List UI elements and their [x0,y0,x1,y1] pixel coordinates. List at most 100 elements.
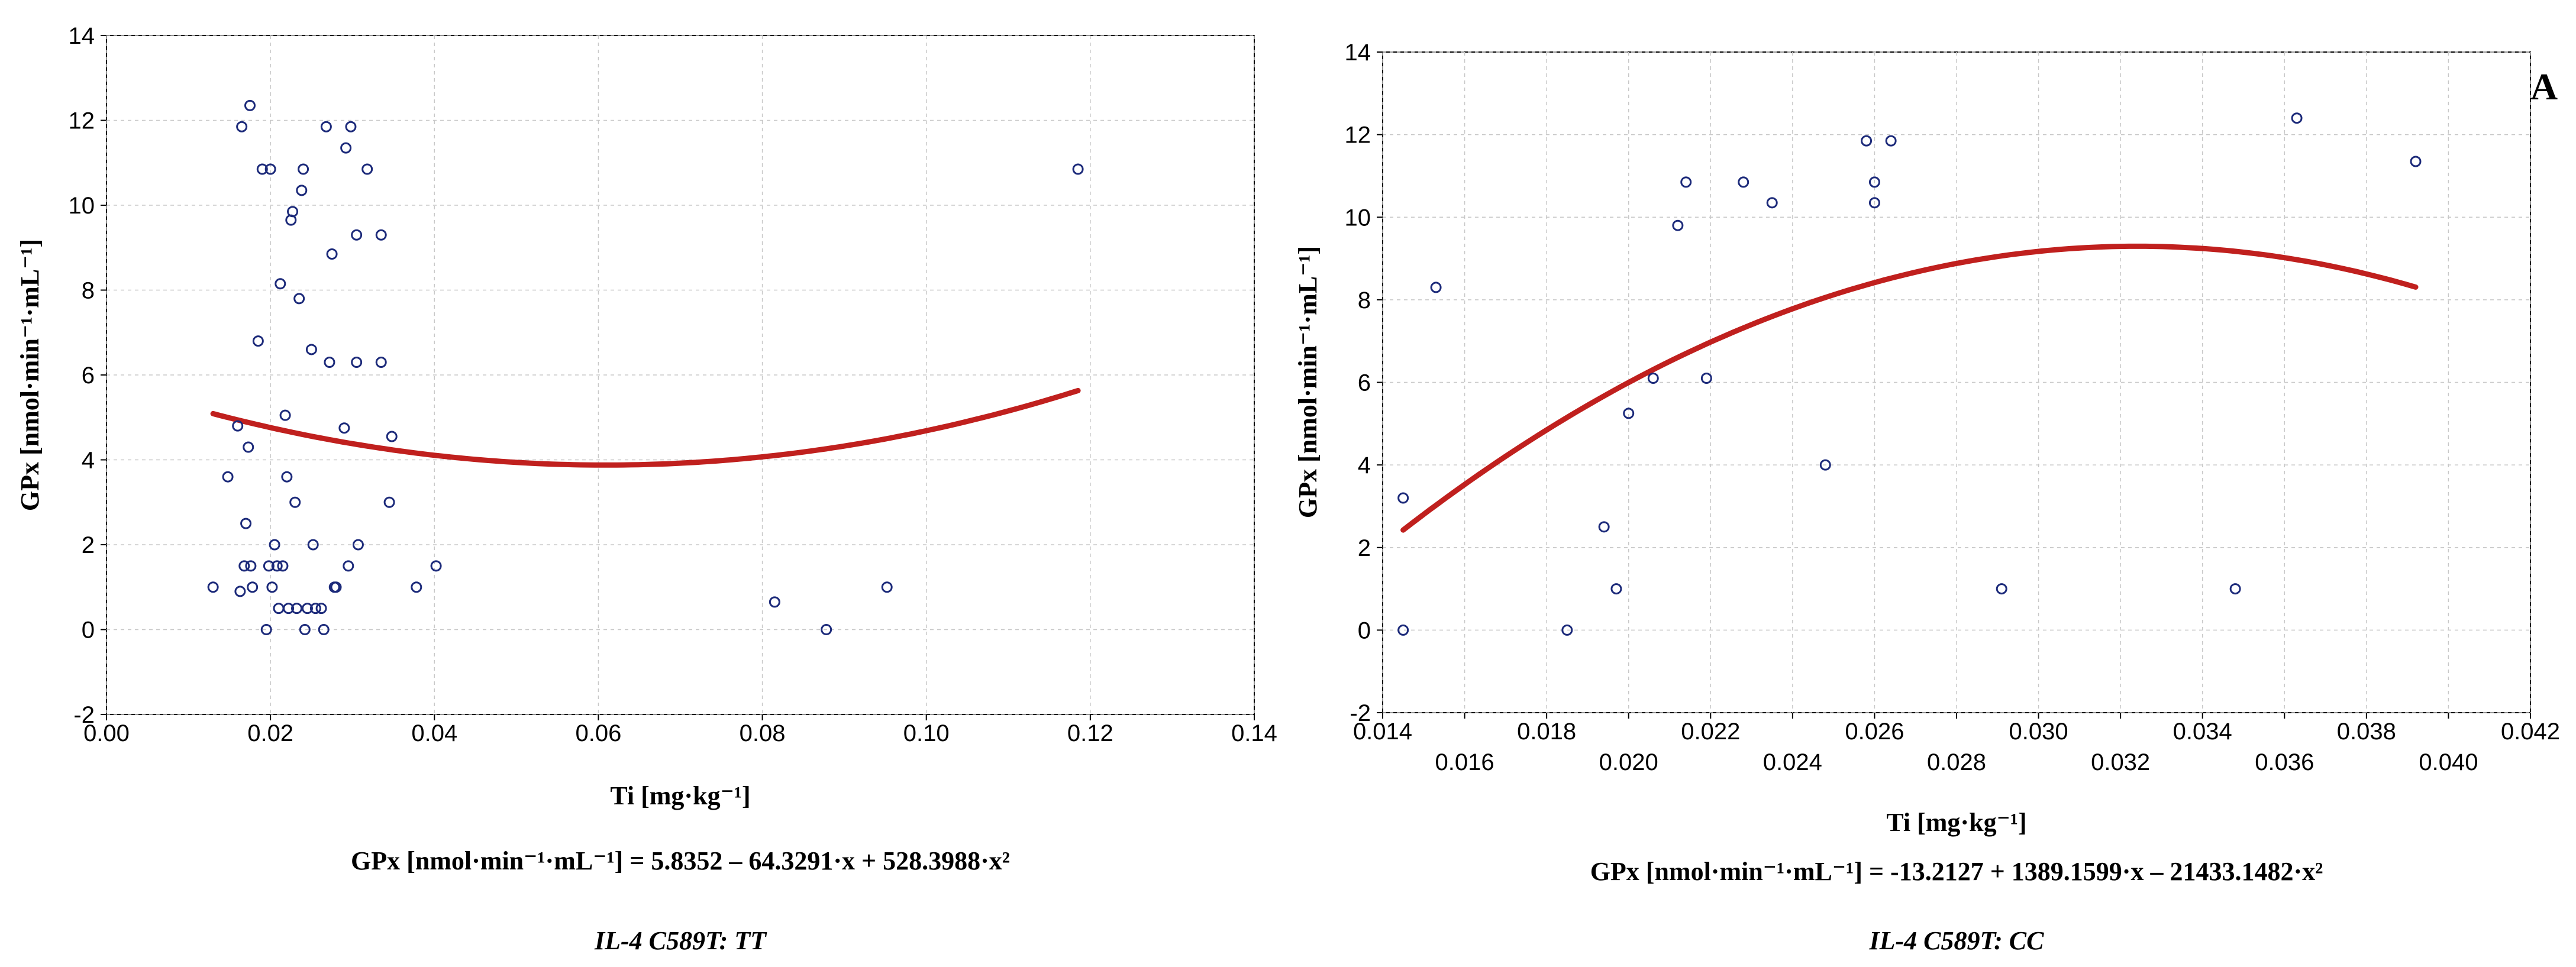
y-tick-label: 12 [1345,122,1371,148]
y-tick-label: 2 [82,532,95,558]
data-points [1397,112,2422,636]
data-point [1738,176,1749,188]
y-tick-label: 4 [1358,452,1371,478]
data-point [290,603,302,615]
y-tick-label: 10 [1345,205,1371,231]
y-tick-label: 6 [82,363,95,389]
regression-equation: GPx [nmol·min⁻¹·mL⁻¹] = 5.8352 – 64.3291… [351,846,1010,875]
data-point [269,539,280,551]
data-point [375,356,387,368]
data-point [318,624,330,635]
data-point [361,163,373,175]
x-tick-label: 0.04 [411,720,457,746]
genotype-caption: IL-4 C589T: CC [1869,926,2045,955]
data-points [207,99,1084,635]
data-point [252,335,264,347]
data-point [298,163,309,175]
data-point [236,121,248,132]
data-point [340,142,352,154]
x-axis-label: Ti [mg·kg⁻¹] [610,781,750,810]
x-tick-label: 0.014 [1353,719,1412,745]
data-point [281,471,293,483]
data-point [881,581,893,593]
fit-line [210,387,1081,468]
regression-curve [1400,243,2419,533]
data-point [256,163,268,175]
data-point [1430,282,1442,293]
x-tick-label: 0.030 [2009,719,2068,745]
data-point [307,539,319,551]
data-point [821,624,832,635]
x-tick-label: 0.00 [83,720,130,746]
data-point [1072,163,1084,175]
data-point [1868,197,1880,209]
data-point [207,581,219,593]
plot-area [1382,51,2531,713]
data-point [351,356,363,368]
data-point [222,471,234,483]
fit-line [1400,243,2419,533]
data-point [1647,373,1659,384]
data-point [326,248,338,260]
y-tick-label: -2 [1350,700,1371,726]
data-point [411,581,422,593]
data-point [299,624,311,635]
y-tick-label: 14 [69,23,95,49]
y-tick-label: 8 [82,278,95,304]
data-point [386,431,398,442]
y-tick-label: 6 [1358,370,1371,396]
data-point [289,496,301,508]
data-point [1672,219,1684,231]
data-point [2291,112,2303,124]
data-point [1996,583,2007,595]
data-point [238,560,250,572]
x-tick-label: 0.14 [1231,720,1277,746]
x-tick-label: 0.032 [2091,749,2150,775]
data-point [343,560,354,572]
data-point [1766,197,1778,209]
y-axis-ticks: -2 0 2 4 6 8 10 12 14 [1345,40,1383,726]
data-point [243,441,254,453]
x-tick-label: 0.034 [2173,719,2232,745]
data-point [2229,583,2241,595]
regression-equation: GPx [nmol·min⁻¹·mL⁻¹] = -13.2127 + 1389.… [1590,857,2323,886]
data-point [430,560,442,572]
data-point [1623,408,1635,419]
y-tick-label: 14 [1345,40,1371,66]
data-point [266,581,278,593]
y-tick-label: 0 [1358,617,1371,643]
x-tick-label: 0.018 [1517,719,1576,745]
regression-curve [210,387,1081,468]
data-point [1397,492,1409,504]
x-tick-label: 0.038 [2337,719,2396,745]
x-tick-label: 0.02 [247,720,293,746]
data-point [1561,624,1573,636]
x-tick-label: 0.028 [1927,749,1986,775]
data-point [245,560,257,572]
data-point [1397,624,1409,636]
x-axis-ticks: 0.014 0.016 0.018 0.020 0.022 0.024 0.026 0.028… [1353,713,2560,775]
x-tick-label: 0.06 [575,720,621,746]
x-axis-ticks: 0.00 0.02 0.04 0.06 0.08 0.10 0.12 0.14 [83,714,1277,746]
x-tick-label: 0.026 [1845,719,1904,745]
data-point [320,121,332,132]
data-point [244,99,256,111]
x-axis-label: Ti [mg·kg⁻¹] [1886,808,2026,837]
data-point [1885,135,1897,147]
y-tick-label: 0 [82,617,95,643]
y-tick-label: 12 [69,108,95,134]
data-point [247,581,259,593]
data-point [287,206,299,218]
y-axis-label: GPx [nmol·min⁻¹·mL⁻¹] [15,239,44,511]
data-point [263,560,275,572]
y-axis-ticks: -2 0 2 4 6 8 10 12 14 [69,23,106,728]
data-point [240,518,252,529]
data-point [279,409,291,421]
data-point [293,293,305,305]
data-point [338,422,350,434]
data-point [1680,176,1692,188]
chart-tt: 0.00 0.02 0.04 0.06 0.08 0.10 0.12 0.14 -2 0 2 4 6 8… [15,23,1277,955]
data-point [345,121,357,132]
data-point [234,586,246,597]
data-point [1861,135,1873,147]
